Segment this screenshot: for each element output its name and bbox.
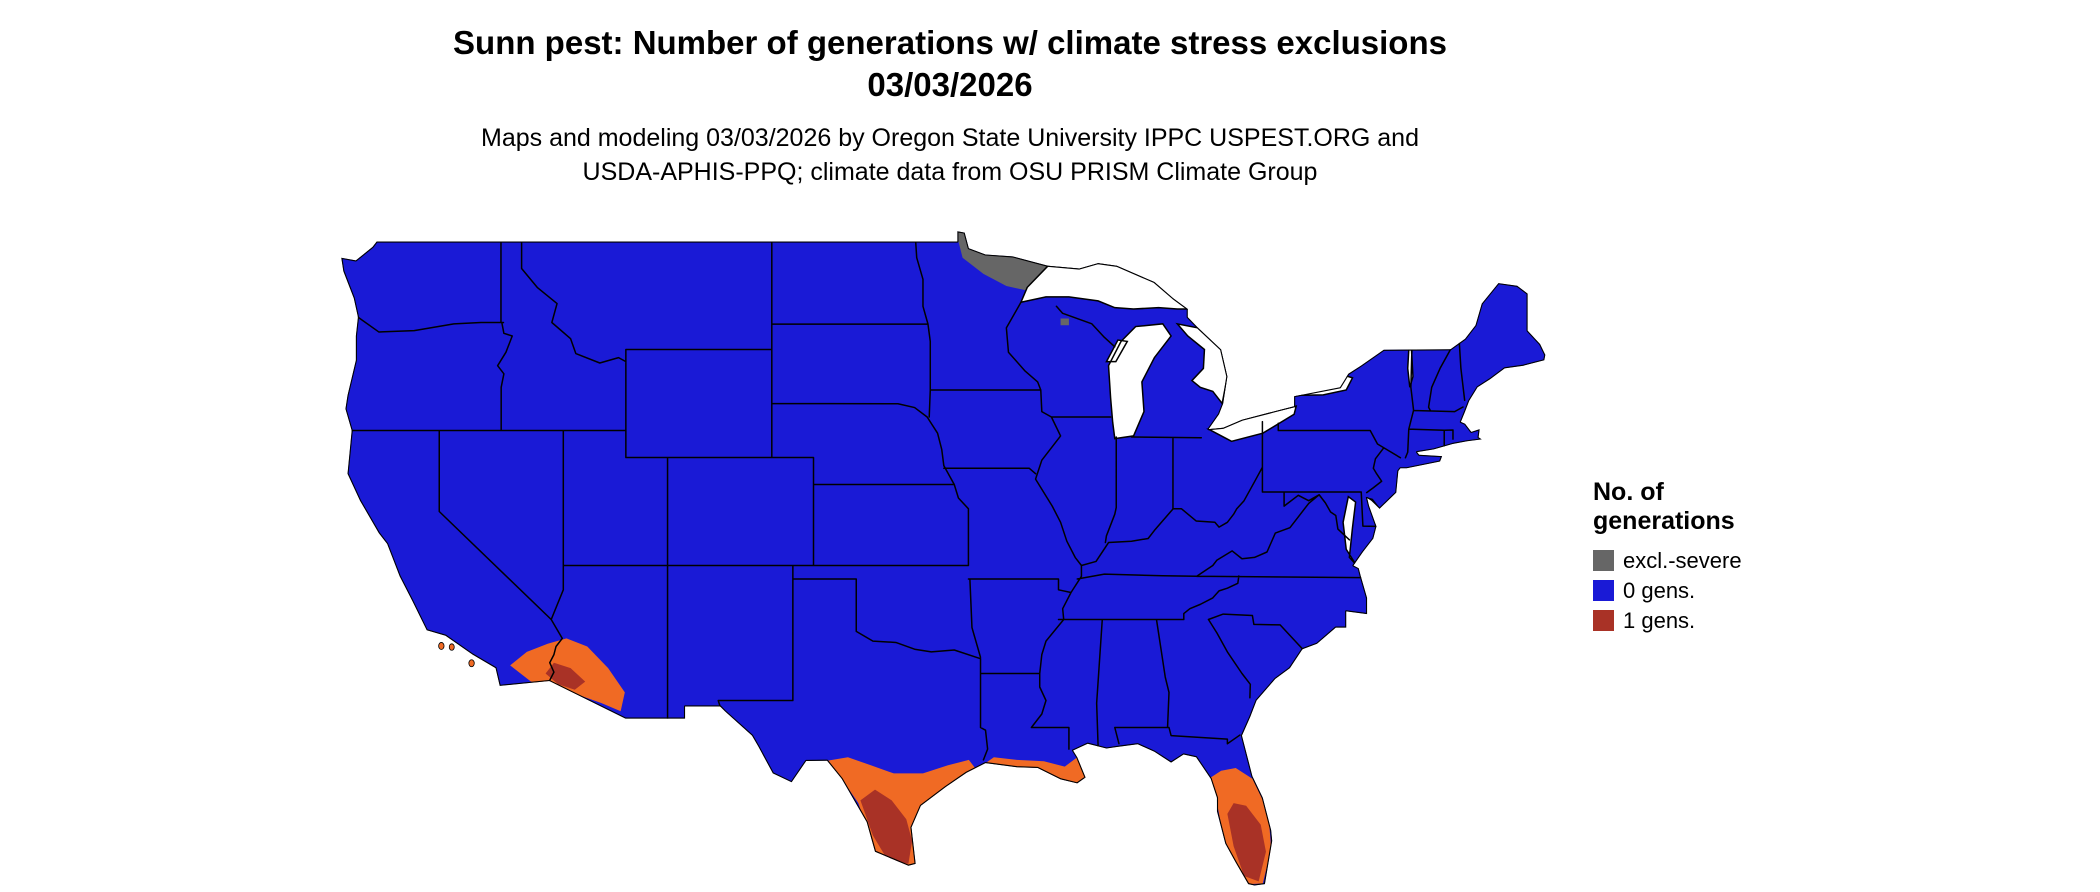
legend-row-0-gens: 0 gens. bbox=[1593, 578, 1893, 603]
page-title-line1: Sunn pest: Number of generations w/ clim… bbox=[453, 24, 1447, 61]
legend-label-1-gens: 1 gens. bbox=[1623, 608, 1696, 633]
channel-island-speck bbox=[469, 660, 474, 667]
legend-row-excl-severe: excl.-severe bbox=[1593, 548, 1893, 573]
legend-label-0-gens: 0 gens. bbox=[1623, 578, 1696, 603]
legend-row-1-gens: 1 gens. bbox=[1593, 608, 1893, 633]
legend-swatch-excl-severe bbox=[1593, 550, 1614, 571]
page-subtitle-line2: USDA-APHIS-PPQ; climate data from OSU PR… bbox=[582, 158, 1318, 186]
channel-island-speck bbox=[439, 642, 444, 649]
state-borders bbox=[352, 242, 1465, 760]
legend-items: excl.-severe 0 gens. 1 gens. bbox=[1593, 548, 1893, 633]
legend-title-line2: generations bbox=[1593, 507, 1735, 535]
legend-swatch-1-gens bbox=[1593, 610, 1614, 631]
us-map-svg bbox=[341, 228, 1555, 887]
legend-label-excl-severe: excl.-severe bbox=[1623, 548, 1742, 573]
offshore-islands bbox=[439, 642, 1260, 887]
us-outline bbox=[341, 231, 1545, 885]
channel-island-speck bbox=[449, 644, 454, 650]
page-title-date: 03/03/2026 bbox=[867, 66, 1033, 103]
legend-title-line1: No. of bbox=[1593, 478, 1664, 506]
legend-swatch-0-gens bbox=[1593, 580, 1614, 601]
us-generations-map bbox=[335, 228, 1555, 887]
overlay-1-gen-core bbox=[545, 662, 1266, 882]
land-base-0-gens bbox=[341, 231, 1546, 886]
map-legend: No. of generations excl.-severe 0 gens. … bbox=[1593, 478, 1893, 638]
page-subtitle-line1: Maps and modeling 03/03/2026 by Oregon S… bbox=[481, 124, 1419, 152]
clipped-map-layers bbox=[341, 231, 1545, 885]
